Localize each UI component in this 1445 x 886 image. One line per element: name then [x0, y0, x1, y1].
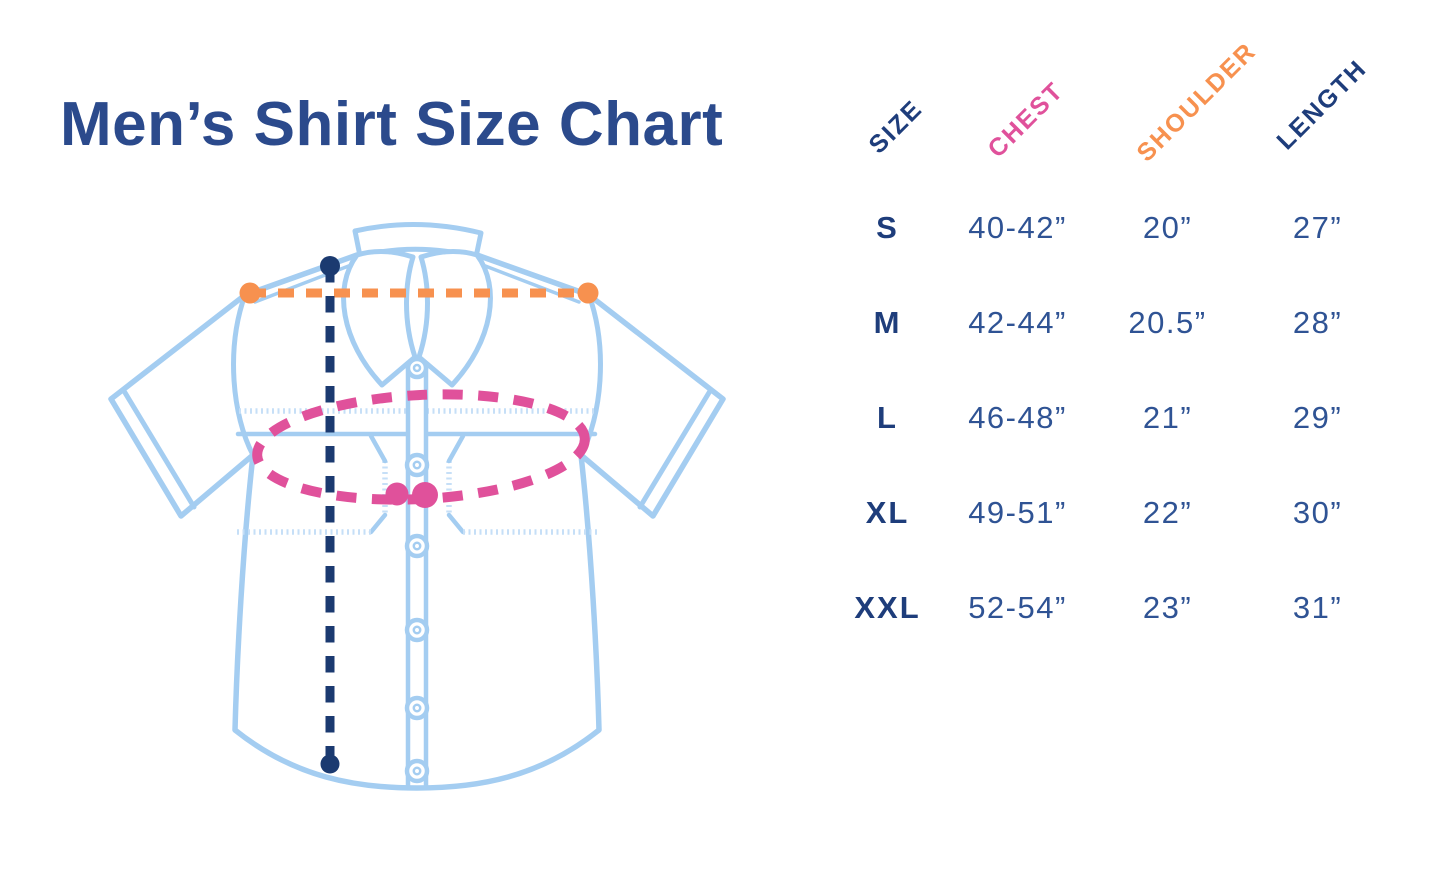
column-header-chest: CHEST	[950, 40, 1085, 180]
chest-cell: 52-54”	[968, 589, 1067, 625]
shoulder-cell: 21”	[1142, 399, 1193, 435]
size-cell: S	[876, 209, 899, 245]
pocket-right	[446, 433, 597, 535]
length-cell: 29”	[1292, 399, 1343, 435]
shoulder-measure-line	[239, 282, 599, 304]
size-cell: L	[877, 399, 898, 435]
length-cell: 28”	[1292, 304, 1343, 340]
chest-cell: 46-48”	[968, 399, 1067, 435]
column-header-length-label: LENGTH	[1271, 54, 1373, 156]
column-header-chest-label: CHEST	[982, 76, 1070, 164]
column-header-shoulder-label: SHOULDER	[1131, 36, 1262, 168]
length-cell: 31”	[1292, 589, 1343, 625]
shoulder-cell: 20”	[1142, 209, 1193, 245]
column-header-shoulder: SHOULDER	[1085, 37, 1261, 180]
size-cell: M	[873, 304, 902, 340]
collar	[341, 222, 493, 388]
page-title: Men’s Shirt Size Chart	[60, 90, 724, 159]
pocket-left	[237, 433, 388, 535]
length-measure-line	[320, 256, 340, 774]
size-cell: XL	[865, 494, 910, 530]
length-cell: 27”	[1292, 209, 1343, 245]
column-header-size: SIZE	[825, 40, 950, 180]
shoulder-cell: 22”	[1142, 494, 1193, 530]
chest-cell: 40-42”	[968, 209, 1067, 245]
chest-measure-ellipse	[252, 389, 590, 508]
column-header-length: LENGTH	[1250, 40, 1385, 180]
length-cell: 30”	[1292, 494, 1343, 530]
shirt-diagram	[108, 222, 726, 791]
shoulder-cell: 20.5”	[1128, 304, 1207, 340]
buttons	[404, 452, 430, 784]
chest-cell: 42-44”	[968, 304, 1067, 340]
shoulder-cell: 23”	[1142, 589, 1193, 625]
column-header-size-label: SIZE	[863, 94, 929, 160]
size-cell: XXL	[854, 589, 921, 625]
size-chart-table: SIZE CHEST SHOULDER LENGTH S 40-42” 20” …	[825, 37, 1385, 655]
chest-cell: 49-51”	[968, 494, 1067, 530]
